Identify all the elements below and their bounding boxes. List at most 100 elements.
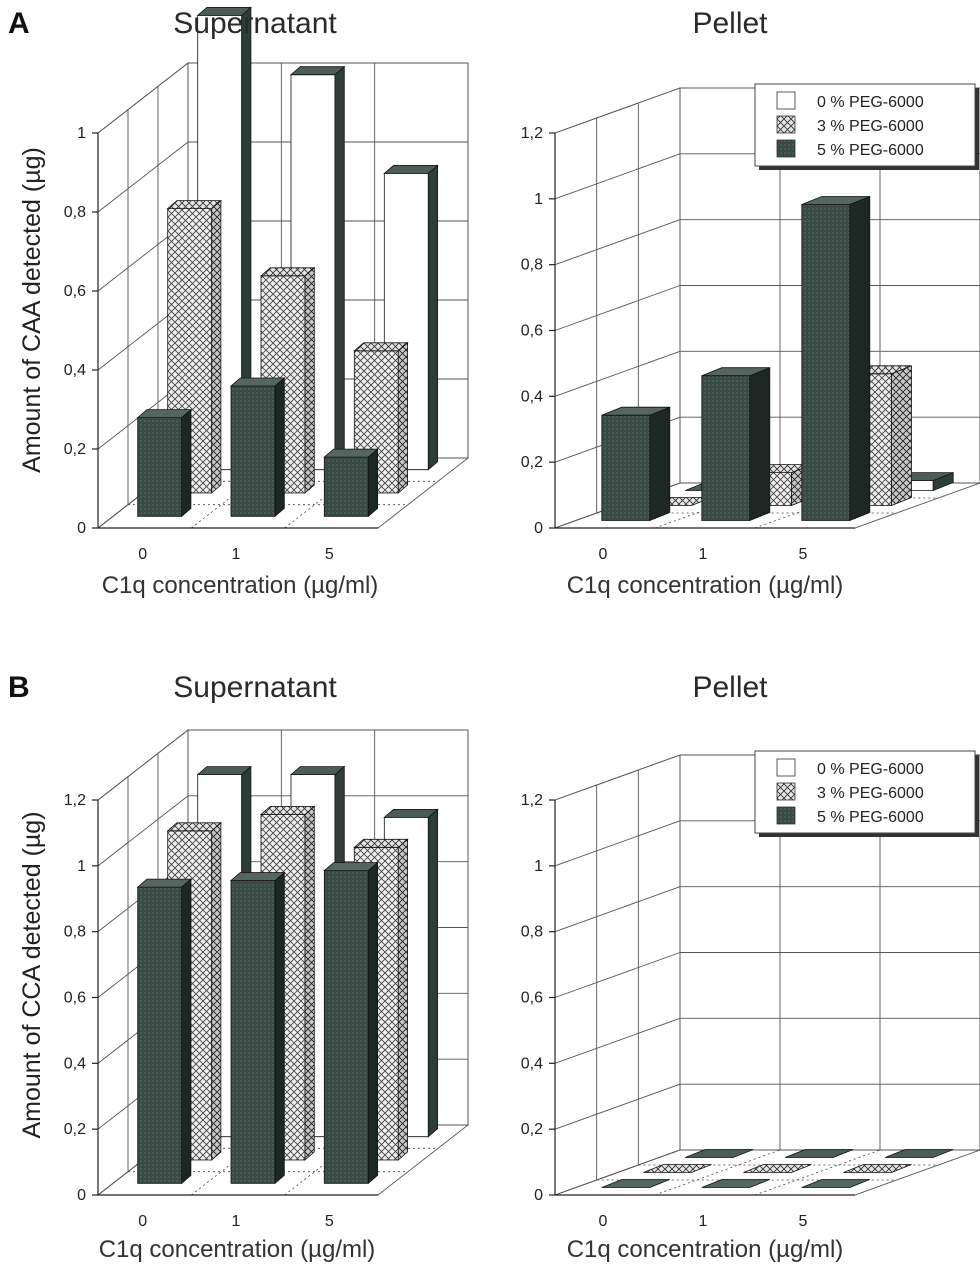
y-tick-label: 0,6 — [521, 990, 543, 1007]
y-tick-label: 0,6 — [64, 990, 86, 1007]
bar-side — [181, 408, 192, 518]
y-tick-label: 1 — [534, 858, 543, 875]
bar-side — [427, 164, 439, 471]
x-axis-label: C1q concentration (µg/ml) — [99, 1236, 376, 1263]
y-tick-label: 0 — [534, 520, 543, 537]
chart-title: Supernatant — [173, 671, 337, 704]
chart-a-pellet: 0 0,2 0,4 0,6 0,8 1 1,2 0 1 5 Pellet C1q concentrat… — [521, 7, 980, 599]
gridline-left — [554, 1149, 681, 1196]
bar-top — [743, 1164, 812, 1173]
bar — [743, 1164, 812, 1173]
legend-label: 0 % PEG-6000 — [817, 94, 924, 111]
bar — [685, 1149, 754, 1158]
chart-title: Pellet — [692, 671, 768, 704]
gridline-left — [97, 729, 189, 801]
bar-front — [701, 375, 751, 521]
chart-b-supernatant: 0 0,2 0,4 0,6 0,8 1 1,2 0 1 5 Supernatant C1q conce… — [18, 671, 470, 1263]
x-axis-label: C1q concentration (µg/ml) — [567, 1236, 844, 1263]
bar-side — [749, 367, 771, 522]
y-tick-label: 1,2 — [64, 792, 86, 809]
y-tick-label: 0,4 — [64, 362, 86, 379]
x-tick-label: 5 — [799, 1213, 808, 1230]
bar — [701, 367, 771, 522]
bar-top — [166, 822, 222, 832]
bar-front — [230, 880, 276, 1184]
gridline-left — [554, 153, 681, 200]
bar-side — [274, 377, 285, 518]
gridline-left — [554, 219, 681, 266]
bar-side — [397, 838, 409, 1161]
y-tick-label: 0,4 — [64, 1055, 86, 1072]
bar-side — [304, 266, 315, 494]
y-tick-label: 0,4 — [521, 1055, 543, 1072]
y-tick-label: 1 — [534, 191, 543, 208]
bar — [801, 1179, 870, 1188]
x-tick-label: 5 — [325, 1213, 334, 1230]
gridline-left — [554, 886, 681, 933]
y-tick-label: 0,8 — [64, 204, 86, 221]
bar-side — [649, 406, 671, 522]
bar-top — [643, 1164, 712, 1173]
bar-side — [891, 365, 912, 507]
y-tick-label: 0,8 — [521, 257, 543, 274]
gridline-left — [554, 952, 681, 998]
legend-swatch — [776, 91, 796, 110]
bar-side — [427, 808, 439, 1138]
bar-front — [801, 204, 851, 521]
bar — [843, 1164, 912, 1173]
legend: 0 % PEG-6000 3 % PEG-6000 5 % PEG-6000 — [754, 83, 979, 170]
bar-top — [166, 200, 222, 210]
x-tick-label: 0 — [599, 546, 608, 563]
gridline-left — [554, 1083, 681, 1130]
chart-title: Supernatant — [173, 7, 337, 40]
legend-label: 0 % PEG-6000 — [817, 761, 924, 778]
bar-top — [801, 196, 870, 205]
bar-side — [211, 199, 222, 494]
bar — [323, 448, 379, 518]
bar-top — [383, 809, 439, 818]
x-tick-label: 1 — [699, 546, 708, 563]
x-tick-label: 1 — [699, 1213, 708, 1230]
bar-top — [323, 862, 379, 871]
bar-top — [259, 267, 316, 277]
y-tick-label: 0,6 — [521, 323, 543, 340]
x-tick-label: 1 — [232, 1213, 241, 1230]
gridline-left — [554, 820, 681, 867]
bar-side — [397, 341, 409, 494]
gridline-left — [554, 87, 681, 134]
gridline-left — [97, 62, 189, 134]
gridline-left — [97, 795, 189, 867]
bar-top — [601, 406, 670, 416]
bar-top — [196, 7, 252, 16]
y-tick-label: 0,2 — [521, 454, 543, 471]
y-tick-label: 0 — [77, 1187, 86, 1204]
y-tick-label: 0,2 — [64, 441, 86, 458]
legend-label: 3 % PEG-6000 — [817, 118, 924, 135]
bar — [229, 871, 286, 1185]
x-tick-label: 0 — [138, 1213, 147, 1230]
legend: 0 % PEG-6000 3 % PEG-6000 5 % PEG-6000 — [754, 750, 979, 837]
chart-title: Pellet — [692, 7, 768, 40]
x-tick-label: 0 — [138, 546, 147, 563]
bar — [323, 861, 379, 1185]
bar-top — [259, 806, 316, 815]
bar — [136, 878, 192, 1185]
x-tick-label: 5 — [799, 546, 808, 563]
bar-top — [323, 448, 379, 458]
y-tick-label: 1 — [77, 125, 86, 142]
bar-top — [701, 1179, 770, 1188]
panel-letter-a: A — [8, 7, 30, 40]
y-tick-label: 0 — [77, 520, 86, 537]
bar-top — [885, 1149, 954, 1158]
gridline-left — [97, 141, 189, 213]
bar-top — [196, 766, 252, 775]
bar — [785, 1149, 854, 1158]
bar-side — [334, 65, 345, 471]
legend-label: 5 % PEG-6000 — [817, 809, 924, 826]
bar-front — [137, 886, 183, 1184]
y-tick-label: 0,2 — [521, 1121, 543, 1138]
legend-label: 3 % PEG-6000 — [817, 785, 924, 802]
gridline-left — [554, 350, 681, 397]
y-tick-label: 0,4 — [521, 388, 543, 405]
bar-side — [367, 861, 379, 1185]
